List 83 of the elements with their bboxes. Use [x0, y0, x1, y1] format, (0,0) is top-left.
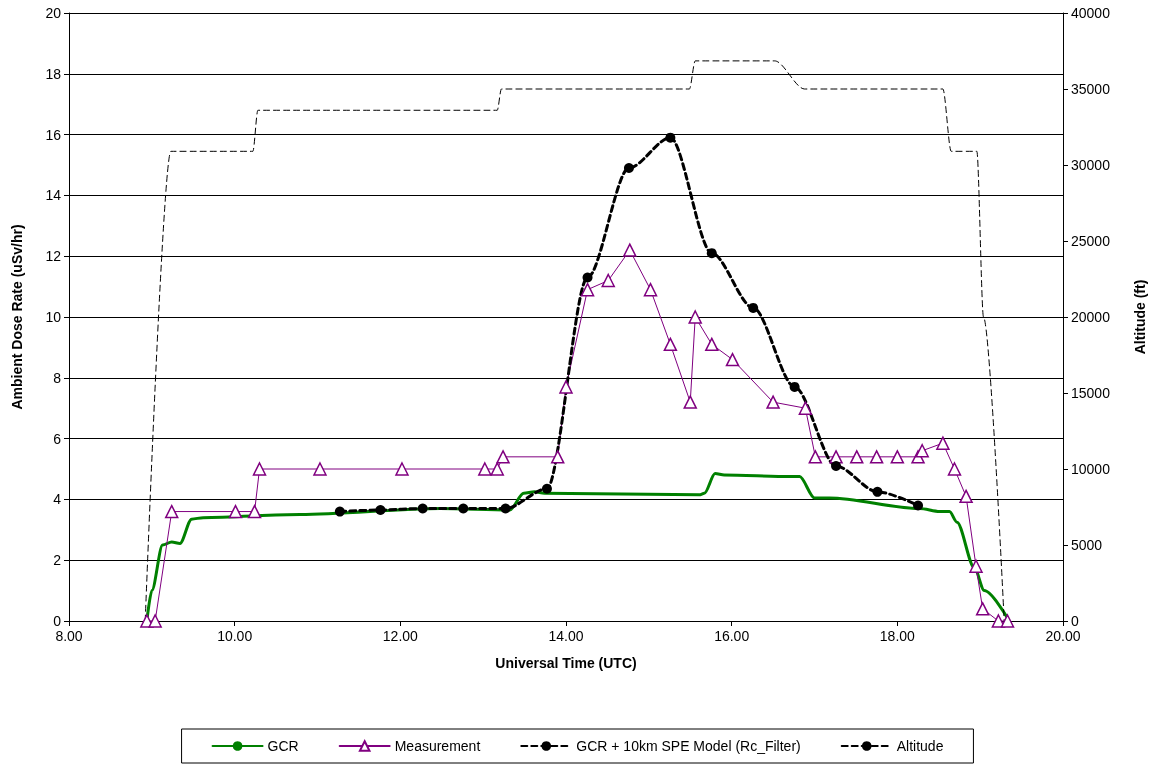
point	[458, 503, 469, 514]
y2-tick-label: 10000	[1071, 461, 1111, 477]
point	[375, 505, 386, 516]
y2-tick-label: 35000	[1071, 81, 1111, 97]
point	[959, 489, 973, 504]
point	[831, 460, 842, 471]
y-tick-label: 8	[53, 369, 62, 386]
point	[766, 395, 780, 409]
point	[1000, 614, 1015, 628]
point	[500, 503, 511, 514]
point	[706, 248, 717, 259]
legend-label: Altitude	[896, 738, 944, 754]
legend-label: GCR + 10km SPE Model (Rc_Filter)	[576, 738, 801, 754]
x-tick-label: 16.00	[714, 628, 750, 644]
point	[748, 302, 759, 313]
point	[975, 602, 990, 616]
legend-label: GCR	[267, 738, 299, 754]
y2-tick-label: 0	[1071, 613, 1079, 629]
point	[808, 450, 823, 464]
point	[683, 395, 697, 409]
point	[490, 462, 504, 476]
point	[789, 381, 800, 392]
point	[623, 163, 634, 174]
point	[623, 243, 637, 257]
point	[725, 352, 740, 367]
point	[496, 450, 510, 464]
point	[395, 462, 409, 476]
point	[247, 504, 262, 519]
x-tick-label: 20.00	[1045, 628, 1081, 644]
y2-tick-label: 15000	[1071, 385, 1111, 401]
x-tick-label: 12.00	[382, 628, 419, 644]
point	[869, 450, 884, 464]
point	[582, 272, 593, 283]
y-tick-label: 10	[45, 309, 62, 325]
point	[849, 450, 864, 464]
y-tick-label: 18	[45, 65, 62, 82]
y-tick-label: 16	[45, 126, 62, 143]
y2-tick-label: 5000	[1071, 537, 1103, 553]
point	[936, 436, 950, 450]
point	[313, 462, 327, 476]
point	[252, 462, 267, 476]
y2-tick-label: 25000	[1071, 233, 1111, 249]
point	[798, 401, 813, 415]
y-tick-label: 12	[45, 248, 62, 265]
point	[665, 132, 676, 143]
point	[580, 282, 595, 297]
point	[688, 310, 702, 324]
y-tick-label: 14	[45, 187, 62, 204]
y2-tick-label: 20000	[1071, 309, 1111, 325]
point	[705, 337, 719, 352]
y-tick-label: 20	[45, 5, 62, 21]
point	[164, 504, 179, 519]
x-tick-label: 8.00	[55, 628, 83, 644]
point	[228, 504, 243, 519]
y-tick-label: 4	[53, 491, 62, 508]
x-axis-title: Universal Time (UTC)	[495, 655, 637, 671]
point	[417, 503, 428, 514]
point	[148, 614, 162, 628]
y2-axis-title: Altitude (ft)	[1132, 279, 1148, 355]
x-tick-label: 14.00	[548, 628, 584, 644]
point	[643, 282, 658, 297]
y2-tick-label: 30000	[1071, 157, 1111, 173]
y-axis-title: Ambient Dose Rate (uSv/hr)	[9, 224, 25, 410]
point	[913, 500, 924, 511]
point	[541, 483, 552, 494]
point	[663, 337, 678, 352]
y-tick-label: 6	[53, 430, 62, 447]
legend-label: Measurement	[394, 738, 481, 754]
point	[334, 506, 345, 517]
point	[872, 486, 883, 497]
point	[550, 450, 565, 464]
point	[601, 273, 615, 288]
y2-tick-label: 40000	[1071, 5, 1111, 21]
point	[969, 559, 983, 574]
point	[915, 444, 929, 458]
y-tick-label: 2	[53, 552, 62, 569]
x-tick-label: 18.00	[879, 628, 916, 644]
point	[947, 462, 962, 476]
point	[559, 380, 573, 394]
point	[890, 450, 905, 464]
x-tick-label: 10.00	[217, 628, 253, 644]
y-tick-label: 0	[53, 613, 62, 629]
point	[478, 462, 492, 476]
